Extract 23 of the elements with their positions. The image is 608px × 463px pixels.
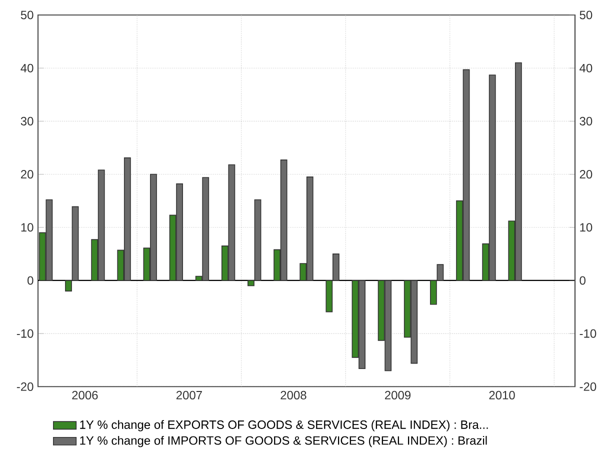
y-tick-label: 0: [28, 276, 34, 285]
legend-label: 1Y % change of IMPORTS OF GOODS & SERVICES (REAL INDEX) : Brazil: [80, 436, 487, 448]
y2-tick-label: 10: [580, 223, 592, 232]
y2-tick-label: -10: [580, 329, 596, 338]
y2-tick-label: 40: [580, 64, 592, 72]
y2-tick-label: 50: [580, 10, 592, 20]
y-tick-label: 20: [20, 170, 34, 179]
y2-tick-label: -20: [580, 382, 596, 391]
y-tick-label: 30: [20, 116, 34, 126]
x-tick-label: 2006: [72, 390, 98, 400]
y-tick-label: -20: [16, 382, 34, 391]
x-tick-label: 2008: [280, 390, 306, 400]
y-tick-label: 50: [20, 10, 34, 20]
y-tick-label: 40: [20, 64, 34, 72]
x-tick-label: 2007: [176, 390, 202, 400]
y2-tick-label: 0: [580, 276, 586, 285]
y2-tick-label: 30: [580, 116, 592, 126]
x-tick-label: 2009: [384, 390, 411, 400]
y-tick-label: -10: [16, 329, 34, 338]
y2-tick-label: 20: [580, 170, 592, 179]
legend-label: 1Y % change of EXPORTS OF GOODS & SERVICES (REAL INDEX) : Bra...: [80, 420, 488, 432]
x-tick-label: 2010: [489, 390, 515, 400]
y-tick-label: 10: [21, 223, 34, 232]
